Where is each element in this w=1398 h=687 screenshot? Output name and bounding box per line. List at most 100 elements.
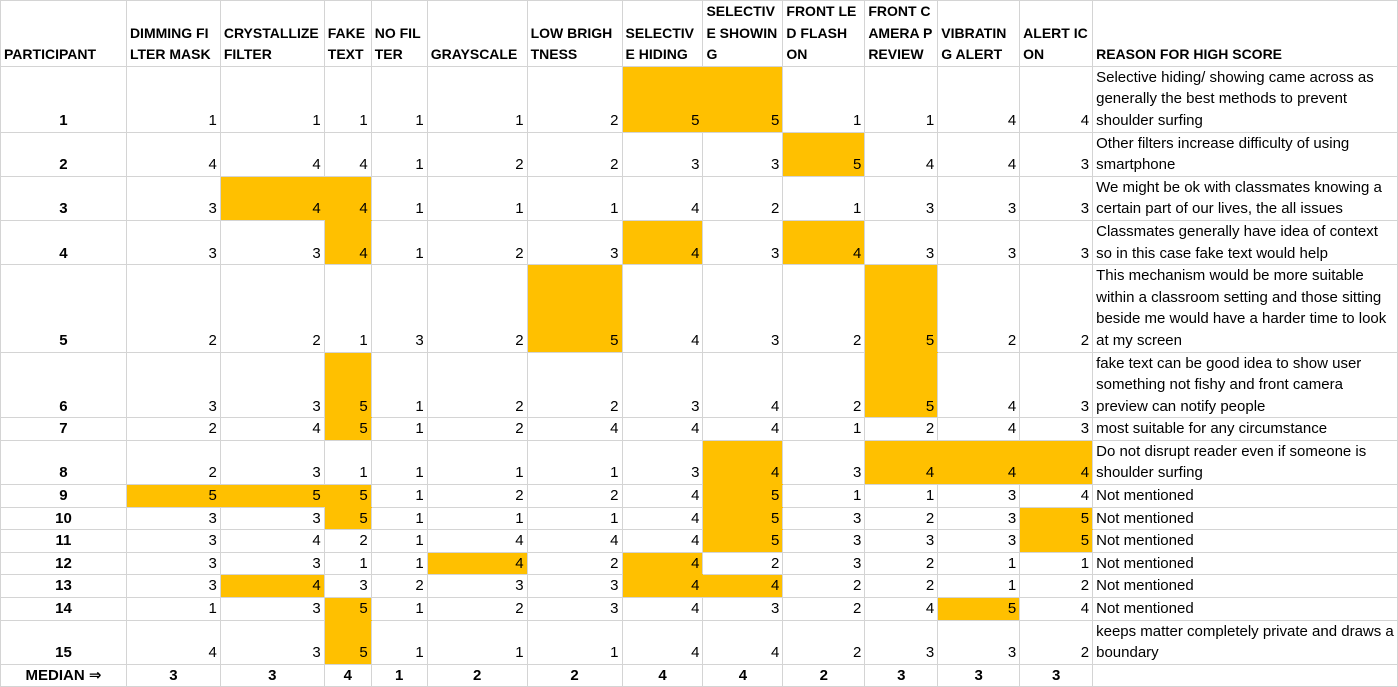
participant-id-cell[interactable]: 6 bbox=[0, 351, 127, 419]
reason-cell[interactable]: Selective hiding/ showing came across as… bbox=[1092, 65, 1398, 133]
score-cell[interactable]: 4 bbox=[1019, 597, 1094, 621]
score-cell[interactable]: 4 bbox=[125, 131, 221, 177]
score-cell[interactable]: 1 bbox=[323, 264, 372, 353]
score-cell[interactable]: 4 bbox=[864, 131, 939, 177]
score-cell-highlighted[interactable]: 5 bbox=[702, 65, 784, 133]
participant-id-cell[interactable]: 5 bbox=[0, 264, 127, 353]
score-cell[interactable]: 4 bbox=[621, 175, 704, 221]
score-cell[interactable]: 3 bbox=[219, 551, 325, 576]
score-cell[interactable]: 4 bbox=[702, 351, 784, 419]
score-cell[interactable]: 3 bbox=[125, 529, 221, 553]
score-cell[interactable]: 3 bbox=[621, 351, 704, 419]
score-cell[interactable]: 3 bbox=[702, 597, 784, 621]
score-cell[interactable]: 1 bbox=[370, 219, 428, 266]
score-cell-highlighted[interactable]: 4 bbox=[937, 439, 1021, 486]
participant-id-cell[interactable]: 1 bbox=[0, 65, 127, 133]
score-cell-highlighted[interactable]: 5 bbox=[1019, 506, 1094, 531]
score-cell[interactable]: 3 bbox=[937, 619, 1021, 665]
score-cell[interactable]: 3 bbox=[125, 175, 221, 221]
score-cell[interactable]: 4 bbox=[937, 65, 1021, 133]
score-cell[interactable]: 3 bbox=[1019, 175, 1094, 221]
score-cell[interactable]: 1 bbox=[526, 175, 623, 221]
participant-id-cell[interactable]: 8 bbox=[0, 439, 127, 486]
reason-cell[interactable]: Other filters increase difficulty of usi… bbox=[1092, 131, 1398, 177]
participant-id-cell[interactable]: 9 bbox=[0, 484, 127, 508]
median-label-cell[interactable]: MEDIAN ⇒ bbox=[0, 663, 127, 687]
score-cell-highlighted[interactable]: 4 bbox=[864, 439, 939, 486]
score-cell[interactable]: 2 bbox=[426, 417, 528, 441]
score-cell[interactable]: 4 bbox=[864, 597, 939, 621]
score-cell[interactable]: 2 bbox=[426, 597, 528, 621]
score-cell[interactable]: 4 bbox=[219, 417, 325, 441]
median-value-cell[interactable]: 2 bbox=[782, 663, 866, 687]
score-cell[interactable]: 1 bbox=[323, 551, 372, 576]
score-cell-highlighted[interactable]: 4 bbox=[702, 439, 784, 486]
score-cell[interactable]: 2 bbox=[426, 219, 528, 266]
reason-cell[interactable]: Do not disrupt reader even if someone is… bbox=[1092, 439, 1398, 486]
score-cell[interactable]: 1 bbox=[370, 597, 428, 621]
score-cell[interactable]: 3 bbox=[864, 619, 939, 665]
score-cell[interactable]: 4 bbox=[621, 264, 704, 353]
score-cell-highlighted[interactable]: 5 bbox=[782, 131, 866, 177]
score-cell[interactable]: 1 bbox=[125, 597, 221, 621]
score-cell[interactable]: 2 bbox=[782, 597, 866, 621]
score-cell[interactable]: 3 bbox=[526, 219, 623, 266]
score-cell[interactable]: 3 bbox=[937, 506, 1021, 531]
score-cell[interactable]: 2 bbox=[219, 264, 325, 353]
column-header[interactable]: LOW BRIGHTNESS bbox=[526, 0, 623, 67]
score-cell[interactable]: 2 bbox=[526, 65, 623, 133]
score-cell-highlighted[interactable]: 4 bbox=[621, 551, 704, 576]
score-cell[interactable]: 3 bbox=[125, 219, 221, 266]
score-cell[interactable]: 4 bbox=[1019, 484, 1094, 508]
score-cell[interactable]: 4 bbox=[526, 529, 623, 553]
reason-cell[interactable]: fake text can be good idea to show user … bbox=[1092, 351, 1398, 419]
participant-id-cell[interactable]: 4 bbox=[0, 219, 127, 266]
score-cell[interactable]: 2 bbox=[864, 574, 939, 599]
score-cell-highlighted[interactable]: 5 bbox=[125, 484, 221, 508]
participant-id-cell[interactable]: 13 bbox=[0, 574, 127, 599]
score-cell[interactable]: 3 bbox=[323, 574, 372, 599]
score-cell[interactable]: 4 bbox=[621, 484, 704, 508]
score-cell[interactable]: 4 bbox=[702, 417, 784, 441]
score-cell-highlighted[interactable]: 4 bbox=[219, 574, 325, 599]
score-cell[interactable]: 3 bbox=[621, 131, 704, 177]
score-cell[interactable]: 1 bbox=[426, 439, 528, 486]
reason-cell[interactable]: most suitable for any circumstance bbox=[1092, 417, 1398, 441]
score-cell[interactable]: 2 bbox=[864, 551, 939, 576]
score-cell[interactable]: 3 bbox=[125, 351, 221, 419]
score-cell[interactable]: 3 bbox=[1019, 351, 1094, 419]
score-cell-highlighted[interactable]: 5 bbox=[323, 619, 372, 665]
score-cell[interactable]: 1 bbox=[370, 551, 428, 576]
median-reason-cell[interactable] bbox=[1092, 663, 1398, 687]
median-value-cell[interactable]: 3 bbox=[864, 663, 939, 687]
participant-id-cell[interactable]: 15 bbox=[0, 619, 127, 665]
median-value-cell[interactable]: 1 bbox=[370, 663, 428, 687]
score-cell[interactable]: 1 bbox=[864, 65, 939, 133]
median-value-cell[interactable]: 4 bbox=[323, 663, 372, 687]
score-cell[interactable]: 1 bbox=[426, 65, 528, 133]
score-cell[interactable]: 2 bbox=[426, 484, 528, 508]
median-value-cell[interactable]: 3 bbox=[1019, 663, 1094, 687]
score-cell[interactable]: 3 bbox=[125, 506, 221, 531]
score-cell-highlighted[interactable]: 5 bbox=[526, 264, 623, 353]
score-cell[interactable]: 3 bbox=[426, 574, 528, 599]
score-cell[interactable]: 3 bbox=[219, 219, 325, 266]
score-cell-highlighted[interactable]: 4 bbox=[1019, 439, 1094, 486]
score-cell[interactable]: 1 bbox=[125, 65, 221, 133]
score-cell[interactable]: 1 bbox=[370, 175, 428, 221]
participant-id-cell[interactable]: 2 bbox=[0, 131, 127, 177]
score-cell[interactable]: 3 bbox=[219, 351, 325, 419]
column-header[interactable]: DIMMING FILTER MASK bbox=[125, 0, 221, 67]
score-cell[interactable]: 2 bbox=[782, 351, 866, 419]
score-cell[interactable]: 3 bbox=[937, 175, 1021, 221]
score-cell[interactable]: 1 bbox=[323, 65, 372, 133]
column-header[interactable]: VIBRATING ALERT bbox=[937, 0, 1021, 67]
score-cell[interactable]: 1 bbox=[526, 619, 623, 665]
score-cell[interactable]: 1 bbox=[370, 529, 428, 553]
score-cell[interactable]: 2 bbox=[702, 551, 784, 576]
score-cell[interactable]: 3 bbox=[864, 529, 939, 553]
score-cell-highlighted[interactable]: 5 bbox=[323, 351, 372, 419]
reason-cell[interactable]: This mechanism would be more suitable wi… bbox=[1092, 264, 1398, 353]
score-cell-highlighted[interactable]: 4 bbox=[219, 175, 325, 221]
score-cell[interactable]: 2 bbox=[526, 551, 623, 576]
